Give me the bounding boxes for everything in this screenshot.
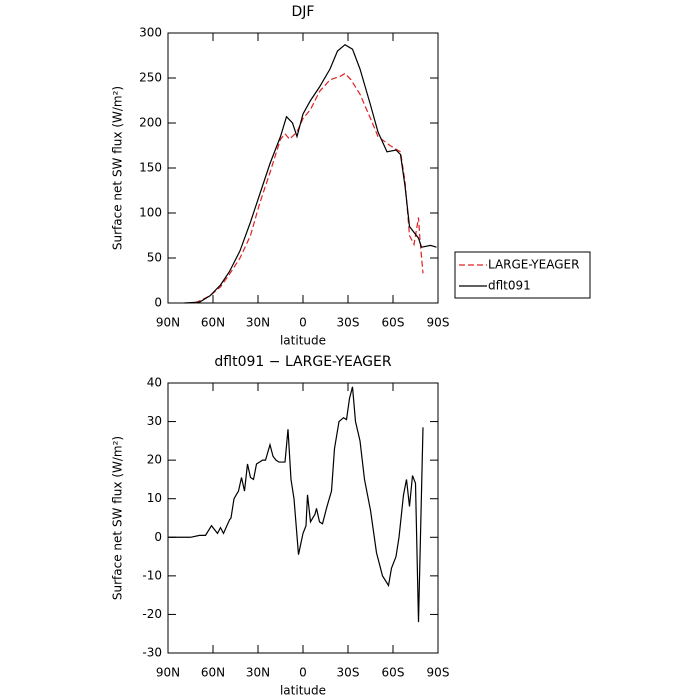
y-tick-label: 100 — [139, 206, 162, 220]
y-tick-label: 250 — [139, 71, 162, 85]
x-tick-label: 90S — [427, 666, 450, 680]
x-tick-label: 90N — [156, 316, 180, 330]
y-tick-label: 20 — [147, 453, 162, 467]
plot-frame — [167, 382, 439, 654]
y-tick-label: 30 — [147, 414, 162, 428]
data-line — [168, 386, 424, 623]
chart-title: dflt091 − LARGE-YEAGER — [214, 354, 391, 370]
x-tick-label: 60S — [382, 666, 405, 680]
y-tick-label: -20 — [142, 607, 162, 621]
x-tick-label: 0 — [299, 316, 307, 330]
legend-label: dflt091 — [488, 279, 531, 293]
x-tick-label: 90N — [156, 666, 180, 680]
x-tick-label: 0 — [299, 666, 307, 680]
data-line — [184, 43, 437, 304]
x-axis-label: latitude — [280, 684, 326, 698]
x-tick-label: 60N — [201, 316, 225, 330]
x-tick-label: 90S — [427, 316, 450, 330]
y-tick-label: -10 — [142, 568, 162, 582]
x-tick-label: 30S — [337, 666, 360, 680]
y-tick-label: 0 — [154, 530, 162, 544]
x-tick-label: 30S — [337, 316, 360, 330]
x-tick-label: 60N — [201, 666, 225, 680]
plot-frame — [167, 32, 439, 304]
y-axis-label: Surface net SW flux (W/m²) — [111, 436, 125, 600]
data-line — [194, 72, 424, 304]
legend-label: LARGE-YEAGER — [488, 258, 579, 272]
y-tick-label: 10 — [147, 491, 162, 505]
y-axis-label: Surface net SW flux (W/m²) — [111, 86, 125, 250]
y-tick-label: 0 — [154, 296, 162, 310]
y-tick-label: -30 — [142, 646, 162, 660]
y-tick-label: 200 — [139, 116, 162, 130]
x-axis-label: latitude — [280, 334, 326, 348]
x-tick-label: 60S — [382, 316, 405, 330]
chart-title: DJF — [292, 4, 315, 20]
y-tick-label: 50 — [147, 251, 162, 265]
x-tick-label: 30N — [246, 666, 270, 680]
legend-box — [454, 251, 591, 299]
y-tick-label: 300 — [139, 26, 162, 40]
y-tick-label: 40 — [147, 376, 162, 390]
x-tick-label: 30N — [246, 316, 270, 330]
y-tick-label: 150 — [139, 161, 162, 175]
